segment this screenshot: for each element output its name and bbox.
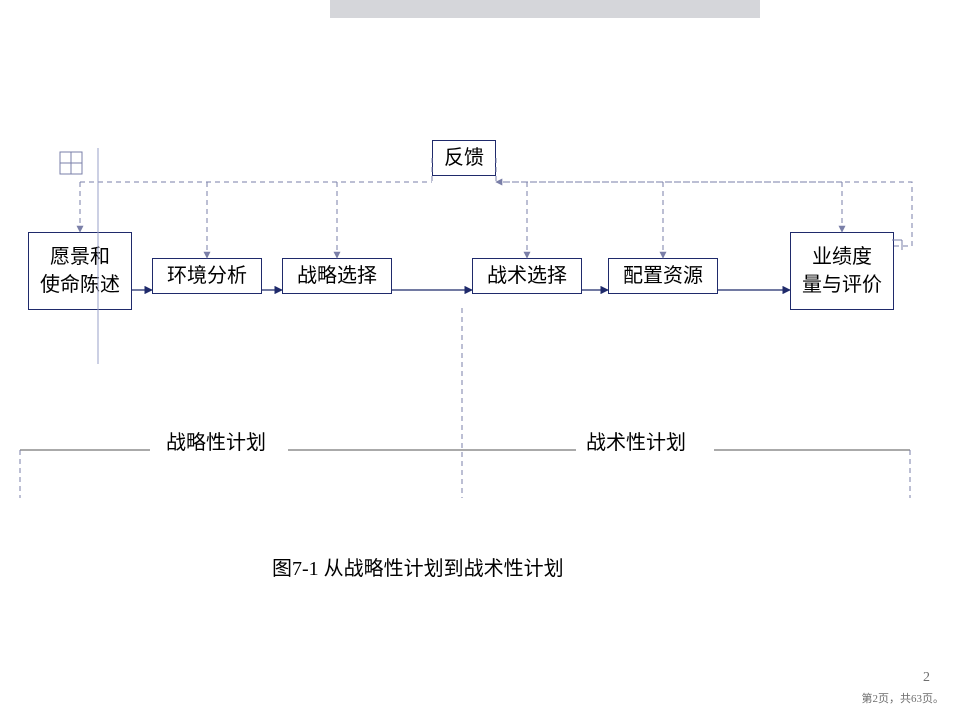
node-tactic-choice: 战术选择 [472,258,582,294]
diagram-lines [0,0,960,720]
node-performance-eval: 业绩度量与评价 [790,232,894,310]
page-number: 2 [923,670,930,686]
header-decoration [330,0,760,18]
label-strategic-plan: 战略性计划 [166,426,266,455]
node-label: 配置资源 [623,262,703,290]
node-strategy-choice: 战略选择 [282,258,392,294]
node-label: 业绩度量与评价 [802,243,882,299]
node-label: 战略选择 [297,262,377,290]
feedback-label: 反馈 [444,144,484,172]
node-label: 愿景和使命陈述 [40,243,120,299]
figure-caption: 图7-1 从战略性计划到战术性计划 [272,552,564,581]
node-env-analysis: 环境分析 [152,258,262,294]
node-label: 战术选择 [487,262,567,290]
footer-note: 第2页，共63页。 [862,690,945,706]
label-tactical-plan: 战术性计划 [586,426,686,455]
node-allocate-resource: 配置资源 [608,258,718,294]
feedback-box: 反馈 [432,140,496,176]
node-vision-mission: 愿景和使命陈述 [28,232,132,310]
node-label: 环境分析 [167,262,247,290]
